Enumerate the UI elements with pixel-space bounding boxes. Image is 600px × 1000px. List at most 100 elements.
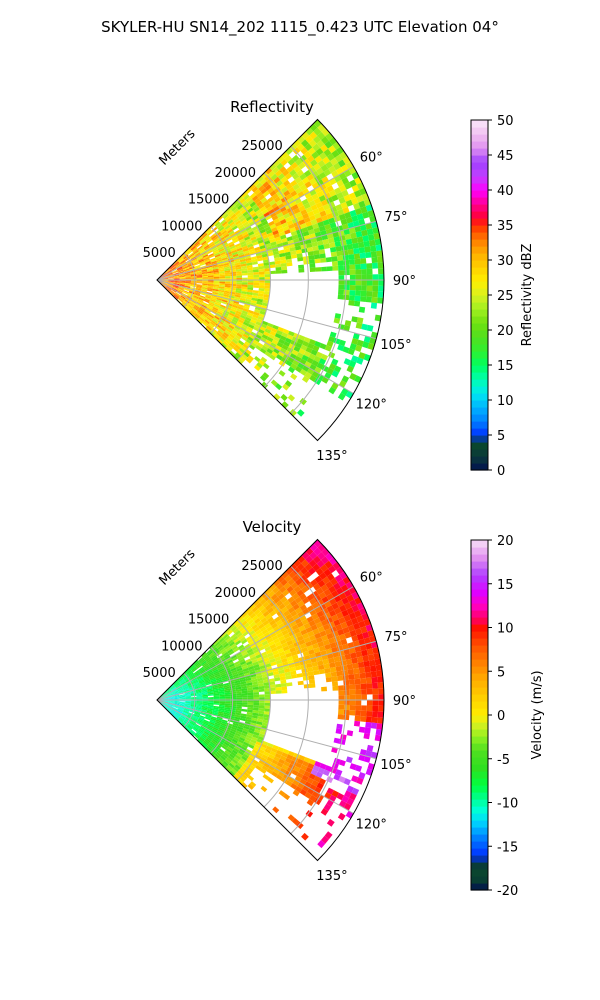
velocity-cell [319, 572, 327, 580]
velocity-cell [175, 713, 180, 718]
velocity-cell [218, 748, 225, 754]
velocity-cell [265, 649, 273, 655]
velocity-cell [237, 644, 245, 650]
velocity-cell [277, 746, 285, 753]
velocity-cell [304, 563, 313, 572]
velocity-cell [213, 693, 220, 696]
reflectivity-cell [180, 294, 187, 299]
velocity-cell [278, 651, 286, 657]
velocity-cell [241, 638, 248, 645]
reflectivity-cell [259, 178, 267, 186]
velocity-cell [210, 680, 217, 684]
velocity-cell [165, 688, 171, 693]
reflectivity-cell [274, 344, 282, 351]
velocity-cell [213, 648, 219, 654]
velocity-cell [218, 691, 225, 694]
velocity-cell [378, 700, 384, 706]
velocity-cell [177, 708, 184, 711]
reflectivity-cell [280, 196, 288, 203]
reflectivity-cell [370, 221, 378, 229]
velocity-cell [250, 761, 257, 768]
velocity-cell [232, 627, 239, 634]
velocity-cell [258, 705, 265, 709]
reflectivity-cell [266, 205, 274, 212]
reflectivity-cell [342, 346, 350, 354]
velocity-cell [337, 579, 346, 588]
velocity-cell [237, 671, 245, 676]
reflectivity-cell [178, 269, 184, 273]
velocity-cell [188, 712, 195, 716]
velocity-cell [235, 712, 242, 716]
velocity-cell [180, 715, 186, 720]
velocity-cell [228, 663, 235, 668]
velocity-cell [358, 754, 366, 762]
reflectivity-cell [233, 255, 240, 260]
velocity-cell [218, 637, 225, 644]
reflectivity-cell [291, 217, 299, 224]
velocity-cell [253, 746, 260, 752]
reflectivity-cell [263, 211, 271, 218]
velocity-cell [314, 786, 322, 794]
reflectivity-cell [228, 259, 235, 263]
velocity-cell [292, 789, 300, 797]
colorbar-step [471, 554, 488, 562]
reflectivity-cell [262, 362, 270, 370]
reflectivity-cell [202, 282, 209, 285]
reflectivity-cell [202, 233, 208, 239]
velocity-cell [277, 575, 285, 583]
velocity-cell [182, 685, 189, 689]
reflectivity-cell [245, 257, 252, 262]
velocity-cell [219, 724, 226, 729]
velocity-cell [241, 685, 248, 689]
reflectivity-cell [179, 296, 185, 301]
velocity-cell [237, 656, 245, 661]
colorbar-step [471, 582, 488, 590]
reflectivity-cell [184, 284, 191, 287]
reflectivity-cell [241, 231, 249, 237]
reflectivity-cell [359, 224, 367, 231]
colorbar-step [471, 862, 488, 870]
reflectivity-cell [275, 354, 283, 361]
reflectivity-cell [260, 356, 268, 363]
colorbar-step [471, 743, 488, 751]
reflectivity-cell [190, 273, 197, 276]
velocity-cell [211, 655, 217, 660]
velocity-cell [356, 777, 364, 785]
colorbar-step [471, 631, 488, 639]
reflectivity-cell [361, 280, 367, 286]
velocity-cell [250, 632, 257, 639]
velocity-cell [173, 696, 180, 698]
velocity-cell [191, 718, 198, 722]
colorbar-tick-label: 15 [497, 578, 514, 593]
reflectivity-cell [276, 212, 284, 219]
reflectivity-cell [197, 235, 203, 241]
velocity-cell [227, 675, 234, 680]
reflectivity-cell [238, 206, 246, 213]
reflectivity-cell [185, 248, 191, 254]
reflectivity-cell [235, 334, 242, 341]
reflectivity-cell [232, 238, 239, 244]
reflectivity-cell [222, 243, 229, 249]
velocity-cell [338, 616, 346, 624]
velocity-cell [271, 747, 278, 754]
reflectivity-cell [170, 290, 176, 294]
velocity-cell [285, 636, 292, 643]
reflectivity-cell [239, 328, 246, 334]
velocity-cell [265, 587, 273, 595]
reflectivity-cell [194, 251, 200, 256]
reflectivity-cell [281, 344, 289, 351]
reflectivity-cell [331, 261, 339, 267]
reflectivity-cell [329, 246, 337, 253]
reflectivity-cell [233, 257, 240, 262]
reflectivity-cell [199, 316, 205, 322]
reflectivity-cell [238, 347, 246, 354]
reflectivity-cell [225, 304, 232, 309]
reflectivity-cell [210, 244, 216, 249]
reflectivity-cell [363, 240, 370, 248]
reflectivity-radial-label: Meters [157, 126, 199, 168]
reflectivity-cell [179, 296, 186, 301]
reflectivity-cell [320, 136, 330, 145]
velocity-cell [184, 692, 191, 695]
velocity-cell [249, 653, 256, 659]
reflectivity-cell [201, 252, 208, 257]
